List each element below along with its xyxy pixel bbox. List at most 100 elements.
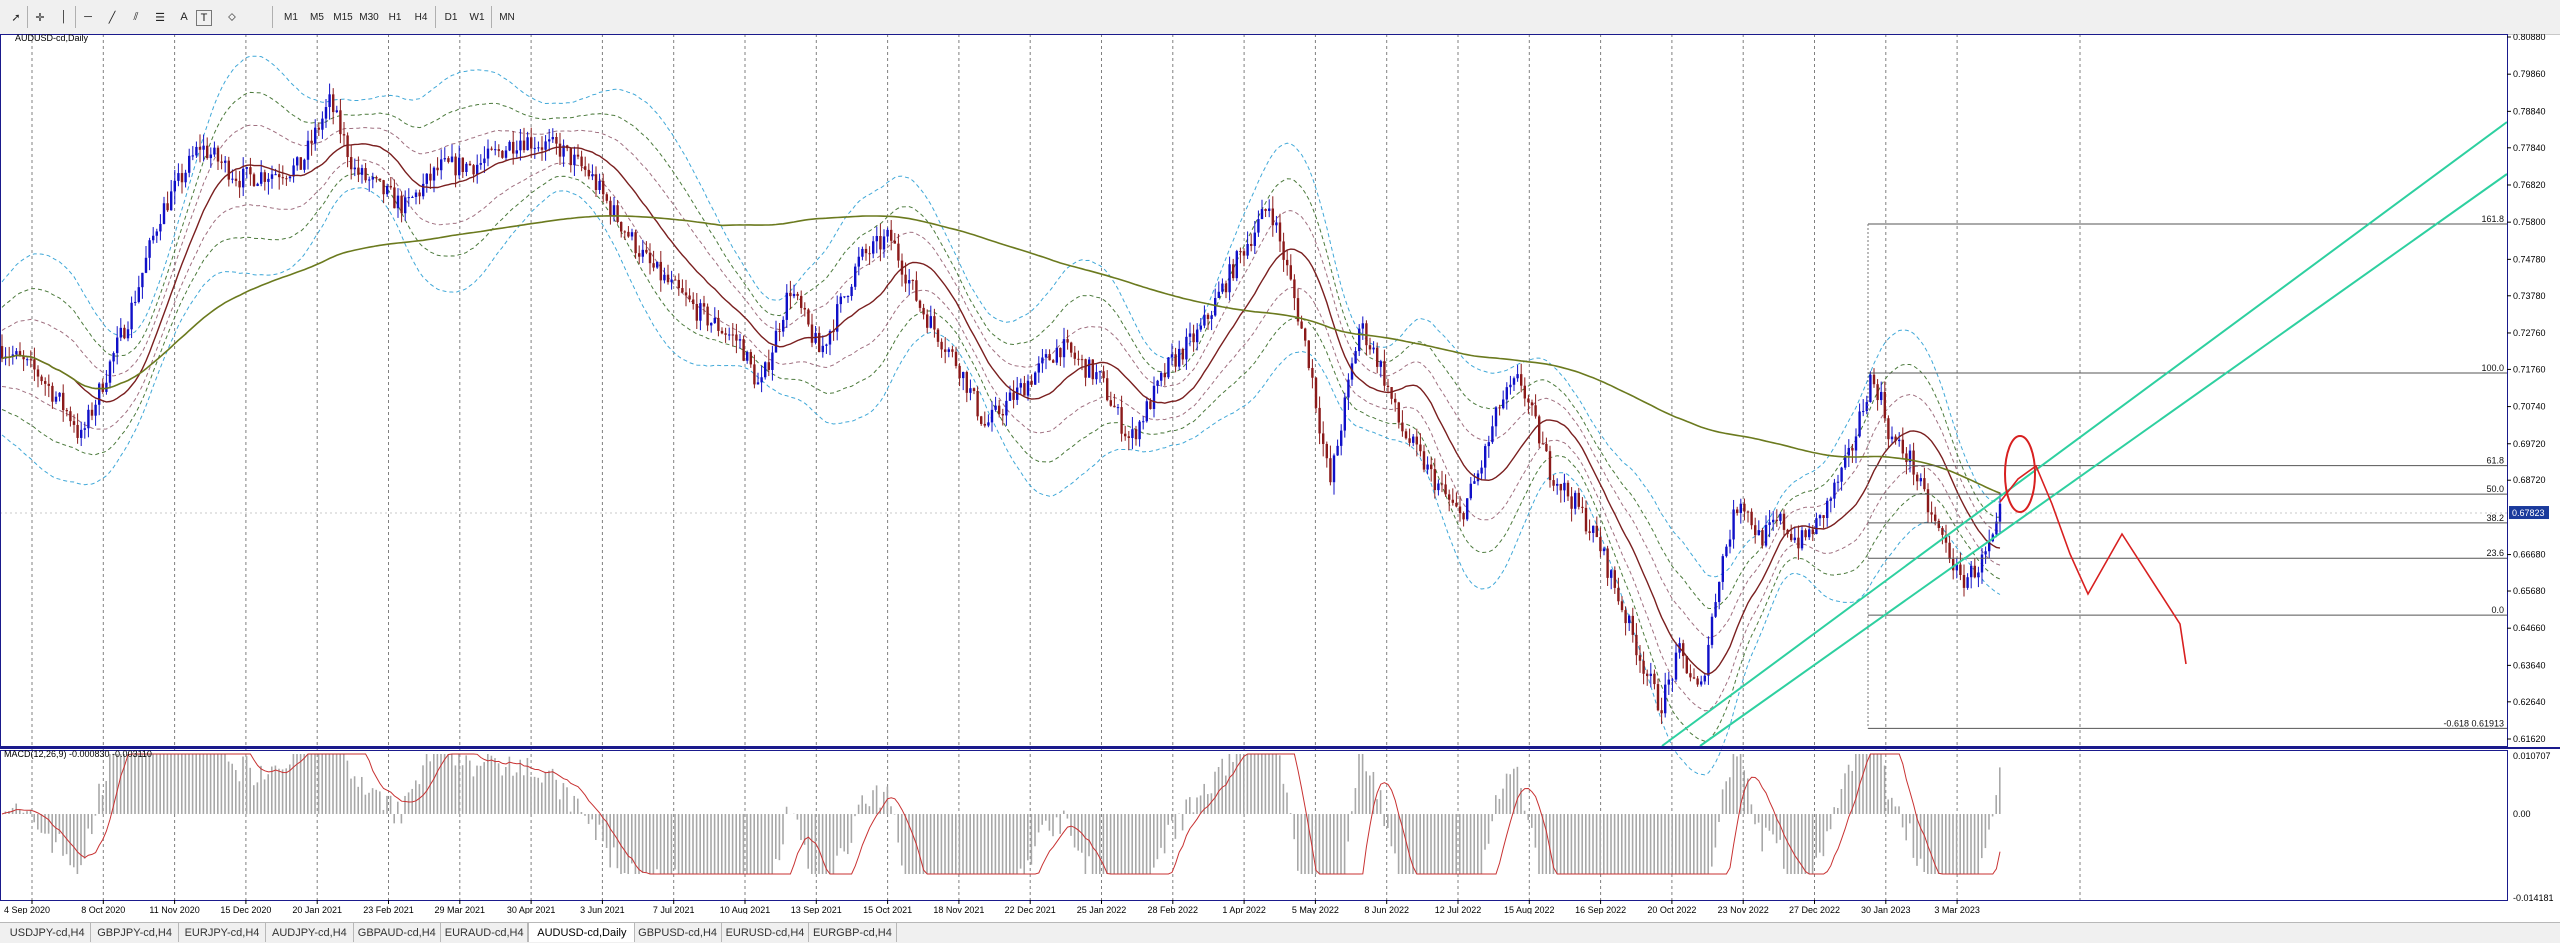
symbol-tab[interactable]: AUDUSD-cd,Daily xyxy=(528,923,635,942)
macd-histogram-bar xyxy=(174,754,176,814)
timeframe-m1[interactable]: M1 xyxy=(278,6,304,28)
macd-histogram-bar xyxy=(782,814,784,844)
macd-histogram-bar xyxy=(1758,814,1760,823)
date-label: 15 Aug 2022 xyxy=(1504,905,1555,914)
macd-histogram-bar xyxy=(1535,814,1537,848)
macd-histogram-bar xyxy=(1088,814,1090,856)
timeframe-mn[interactable]: MN xyxy=(494,6,520,28)
timeframe-m15[interactable]: M15 xyxy=(330,6,356,28)
candle-body xyxy=(811,324,813,342)
candle-body xyxy=(278,174,280,177)
timeframe-h1[interactable]: H1 xyxy=(382,6,408,28)
timeframe-w1[interactable]: W1 xyxy=(464,6,490,28)
candle-body xyxy=(1941,528,1943,535)
macd-histogram-bar xyxy=(710,814,712,874)
crosshair-icon[interactable]: ✛ xyxy=(28,6,52,28)
macd-histogram-bar xyxy=(1527,814,1529,820)
candle-body xyxy=(1405,431,1407,438)
candle-body xyxy=(84,428,86,430)
candle-body xyxy=(879,236,881,249)
macd-histogram-bar xyxy=(1632,814,1634,874)
macd-histogram-bar xyxy=(1599,814,1601,874)
macd-histogram-bar xyxy=(347,761,349,814)
channel-icon[interactable]: ⫽ xyxy=(124,6,148,28)
candle-body xyxy=(595,174,597,190)
shapes-icon[interactable]: ⬦ xyxy=(220,6,244,28)
macd-histogram-bar xyxy=(912,814,914,874)
candle-body xyxy=(188,156,190,173)
candle-body xyxy=(1621,601,1623,610)
macd-histogram-bar xyxy=(84,814,86,859)
timeframe-h4[interactable]: H4 xyxy=(408,6,434,28)
macd-histogram-bar xyxy=(1722,789,1724,814)
candle-body xyxy=(627,232,629,237)
candle-body xyxy=(886,230,888,237)
date-label: 29 Mar 2021 xyxy=(435,905,486,914)
macd-histogram-bar xyxy=(1110,814,1112,874)
candle-body xyxy=(181,173,183,182)
symbol-tab[interactable]: USDJPY-cd,H4 xyxy=(4,923,91,942)
candle-body xyxy=(1099,371,1101,372)
macd-histogram-bar xyxy=(501,775,503,814)
timeframe-d1[interactable]: D1 xyxy=(438,6,464,28)
macd-histogram-bar xyxy=(152,754,154,814)
symbol-tab[interactable]: EURUSD-cd,H4 xyxy=(722,923,809,942)
macd-histogram-bar xyxy=(260,766,262,814)
candle-body xyxy=(969,388,971,393)
candle-body xyxy=(1804,530,1806,537)
fibonacci-icon[interactable]: ☰ xyxy=(148,6,172,28)
macd-histogram-bar xyxy=(923,814,925,874)
candle-body xyxy=(1682,643,1684,656)
macd-histogram-bar xyxy=(1794,814,1796,874)
candle-body xyxy=(591,174,593,176)
candle-body xyxy=(1480,468,1482,474)
vertical-line-icon[interactable]: │ xyxy=(52,6,76,28)
horizontal-line-icon[interactable]: ─ xyxy=(76,6,100,28)
macd-histogram-bar xyxy=(1671,814,1673,874)
macd-histogram-bar xyxy=(829,814,831,874)
candle-body xyxy=(1722,556,1724,582)
candle-body xyxy=(1246,244,1248,256)
symbol-tab[interactable]: GBPJPY-cd,H4 xyxy=(91,923,178,942)
macd-histogram-bar xyxy=(775,814,777,859)
candle-body xyxy=(1837,482,1839,483)
toolbar-separator xyxy=(435,6,436,28)
candle-body xyxy=(1995,522,1997,535)
symbol-tab[interactable]: EURAUD-cd,H4 xyxy=(441,923,528,942)
macd-histogram-bar xyxy=(951,814,953,874)
macd-histogram-bar xyxy=(257,782,259,814)
trendline-icon[interactable]: ╱ xyxy=(100,6,124,28)
macd-histogram-bar xyxy=(1365,771,1367,814)
envelope-band xyxy=(2,56,2000,577)
cursor-icon[interactable]: ➚ xyxy=(4,6,28,28)
macd-histogram-bar xyxy=(159,754,161,814)
candle-body xyxy=(994,406,996,410)
macd-histogram-bar xyxy=(905,814,907,874)
macd-histogram-bar xyxy=(480,766,482,814)
text-label-icon[interactable]: T xyxy=(196,10,212,26)
macd-histogram-bar xyxy=(1862,754,1864,814)
macd-histogram-bar xyxy=(1056,814,1058,817)
text-icon[interactable]: A xyxy=(172,6,196,28)
macd-histogram-bar xyxy=(1920,814,1922,859)
price-label: 0.70740 xyxy=(2513,402,2546,412)
macd-histogram-bar xyxy=(1495,795,1497,814)
candle-body xyxy=(145,258,147,273)
timeframe-m30[interactable]: M30 xyxy=(356,6,382,28)
date-label: 30 Jan 2023 xyxy=(1861,905,1911,914)
symbol-tab[interactable]: GBPAUD-cd,H4 xyxy=(354,923,441,942)
macd-histogram-bar xyxy=(1355,788,1357,814)
macd-histogram-bar xyxy=(1437,814,1439,874)
macd-histogram-bar xyxy=(1621,814,1623,874)
candle-body xyxy=(1423,451,1425,469)
symbol-tab[interactable]: AUDJPY-cd,H4 xyxy=(266,923,353,942)
macd-histogram-bar xyxy=(264,779,266,814)
macd-histogram-bar xyxy=(1459,814,1461,874)
timeframe-m5[interactable]: M5 xyxy=(304,6,330,28)
symbol-tab[interactable]: EURGBP-cd,H4 xyxy=(809,923,896,942)
candle-body xyxy=(1286,260,1288,265)
symbol-tab[interactable]: EURJPY-cd,H4 xyxy=(179,923,266,942)
symbol-tab[interactable]: GBPUSD-cd,H4 xyxy=(634,923,721,942)
